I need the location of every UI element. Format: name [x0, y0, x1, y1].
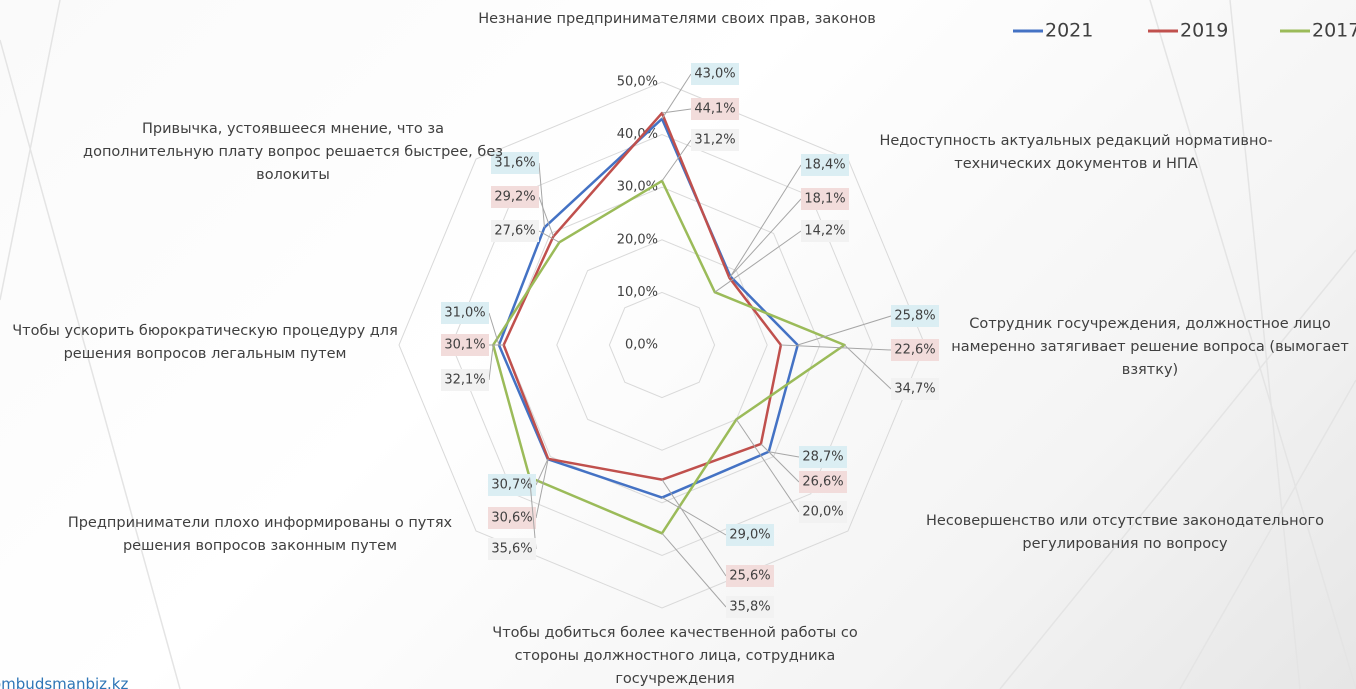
leader-line [535, 458, 549, 486]
label-box [891, 339, 939, 361]
leader-line [661, 532, 727, 608]
label-box [491, 220, 539, 242]
data-label: 35,8% [729, 600, 770, 615]
label-box [488, 474, 536, 496]
r-tick-label: 30,0% [617, 180, 658, 195]
leader-line [538, 162, 545, 228]
category-label: Предприниматели плохо информированы о пу… [67, 515, 453, 554]
label-box [891, 305, 939, 327]
data-label: 44,1% [694, 102, 735, 117]
label-box [441, 334, 489, 356]
data-label: 22,6% [894, 343, 935, 358]
data-label: 27,6% [494, 224, 535, 239]
legend-label: 2017 [1312, 20, 1356, 42]
leader-line [760, 443, 800, 483]
leader-line [768, 451, 800, 458]
data-label: 14,2% [804, 224, 845, 239]
category-label: Чтобы добиться более качественной работы… [492, 625, 858, 687]
leader-line [661, 497, 727, 536]
label-box [726, 524, 774, 546]
label-box [491, 152, 539, 174]
data-label: 26,6% [802, 475, 843, 490]
data-label: 31,0% [444, 306, 485, 321]
category-label: Сотрудник госучреждения, должностное лиц… [951, 316, 1349, 378]
label-box [726, 596, 774, 618]
leader-line [735, 419, 800, 513]
label-box [801, 188, 849, 210]
data-label: 28,7% [802, 450, 843, 465]
data-label: 20,0% [802, 505, 843, 520]
data-label: 30,6% [491, 511, 532, 526]
data-label: 25,6% [729, 569, 770, 584]
data-label: 25,8% [894, 309, 935, 324]
r-tick-label: 0,0% [625, 338, 658, 353]
data-label: 29,0% [729, 528, 770, 543]
leader-line [538, 230, 560, 243]
data-label: 31,6% [494, 156, 535, 171]
label-box [441, 369, 489, 391]
label-box [799, 501, 847, 523]
category-label: Несовершенство или отсутствие законодате… [926, 513, 1324, 552]
label-box [799, 446, 847, 468]
r-tick-label: 50,0% [617, 75, 658, 90]
leader-line [728, 198, 802, 279]
leader-line [714, 230, 802, 293]
leader-line [730, 164, 802, 277]
label-box [491, 186, 539, 208]
data-label: 43,0% [694, 67, 735, 82]
leader-line [488, 312, 500, 346]
label-box [801, 220, 849, 242]
leader-line [538, 196, 554, 237]
category-label: Привычка, устоявшееся мнение, что за доп… [83, 121, 503, 183]
category-label: Недоступность актуальных редакций нормат… [879, 133, 1273, 172]
data-label: 31,2% [694, 133, 735, 148]
category-label: Чтобы ускорить бюрократическую процедуру… [12, 323, 398, 362]
label-box [726, 565, 774, 587]
r-tick-label: 20,0% [617, 232, 658, 247]
leader-line [661, 73, 692, 120]
label-box [691, 63, 739, 85]
data-label: 32,1% [444, 373, 485, 388]
leader-line [844, 344, 892, 390]
grid-ring [398, 81, 926, 609]
grid-ring [451, 134, 873, 556]
legend-label: 2021 [1045, 20, 1093, 42]
r-tick-label: 10,0% [617, 285, 658, 300]
data-label: 35,6% [491, 542, 532, 557]
leader-line [535, 458, 549, 519]
legend-label: 2019 [1180, 20, 1228, 42]
data-label: 34,7% [894, 382, 935, 397]
label-box [488, 507, 536, 529]
grid-ring [503, 186, 821, 504]
label-box [891, 378, 939, 400]
leader-line [488, 344, 494, 381]
data-label: 18,4% [804, 158, 845, 173]
grid-ring [608, 291, 716, 399]
label-box [691, 98, 739, 120]
leader-line [780, 344, 892, 351]
label-box [801, 154, 849, 176]
leader-line [797, 315, 892, 346]
data-label: 29,2% [494, 190, 535, 205]
leader-line [661, 108, 692, 114]
label-box [799, 471, 847, 493]
leader-line [661, 139, 692, 182]
leader-line [529, 477, 537, 550]
label-box [488, 538, 536, 560]
grid-ring [556, 239, 768, 451]
data-label: 30,7% [491, 478, 532, 493]
data-label: 18,1% [804, 192, 845, 207]
leader-line [661, 479, 727, 577]
category-label: Незнание предпринимателями своих прав, з… [478, 11, 876, 27]
series-line [491, 179, 846, 535]
data-label: 30,1% [444, 338, 485, 353]
label-box [441, 302, 489, 324]
label-box [691, 129, 739, 151]
footer: ombudsmanbiz.kz [0, 675, 129, 689]
